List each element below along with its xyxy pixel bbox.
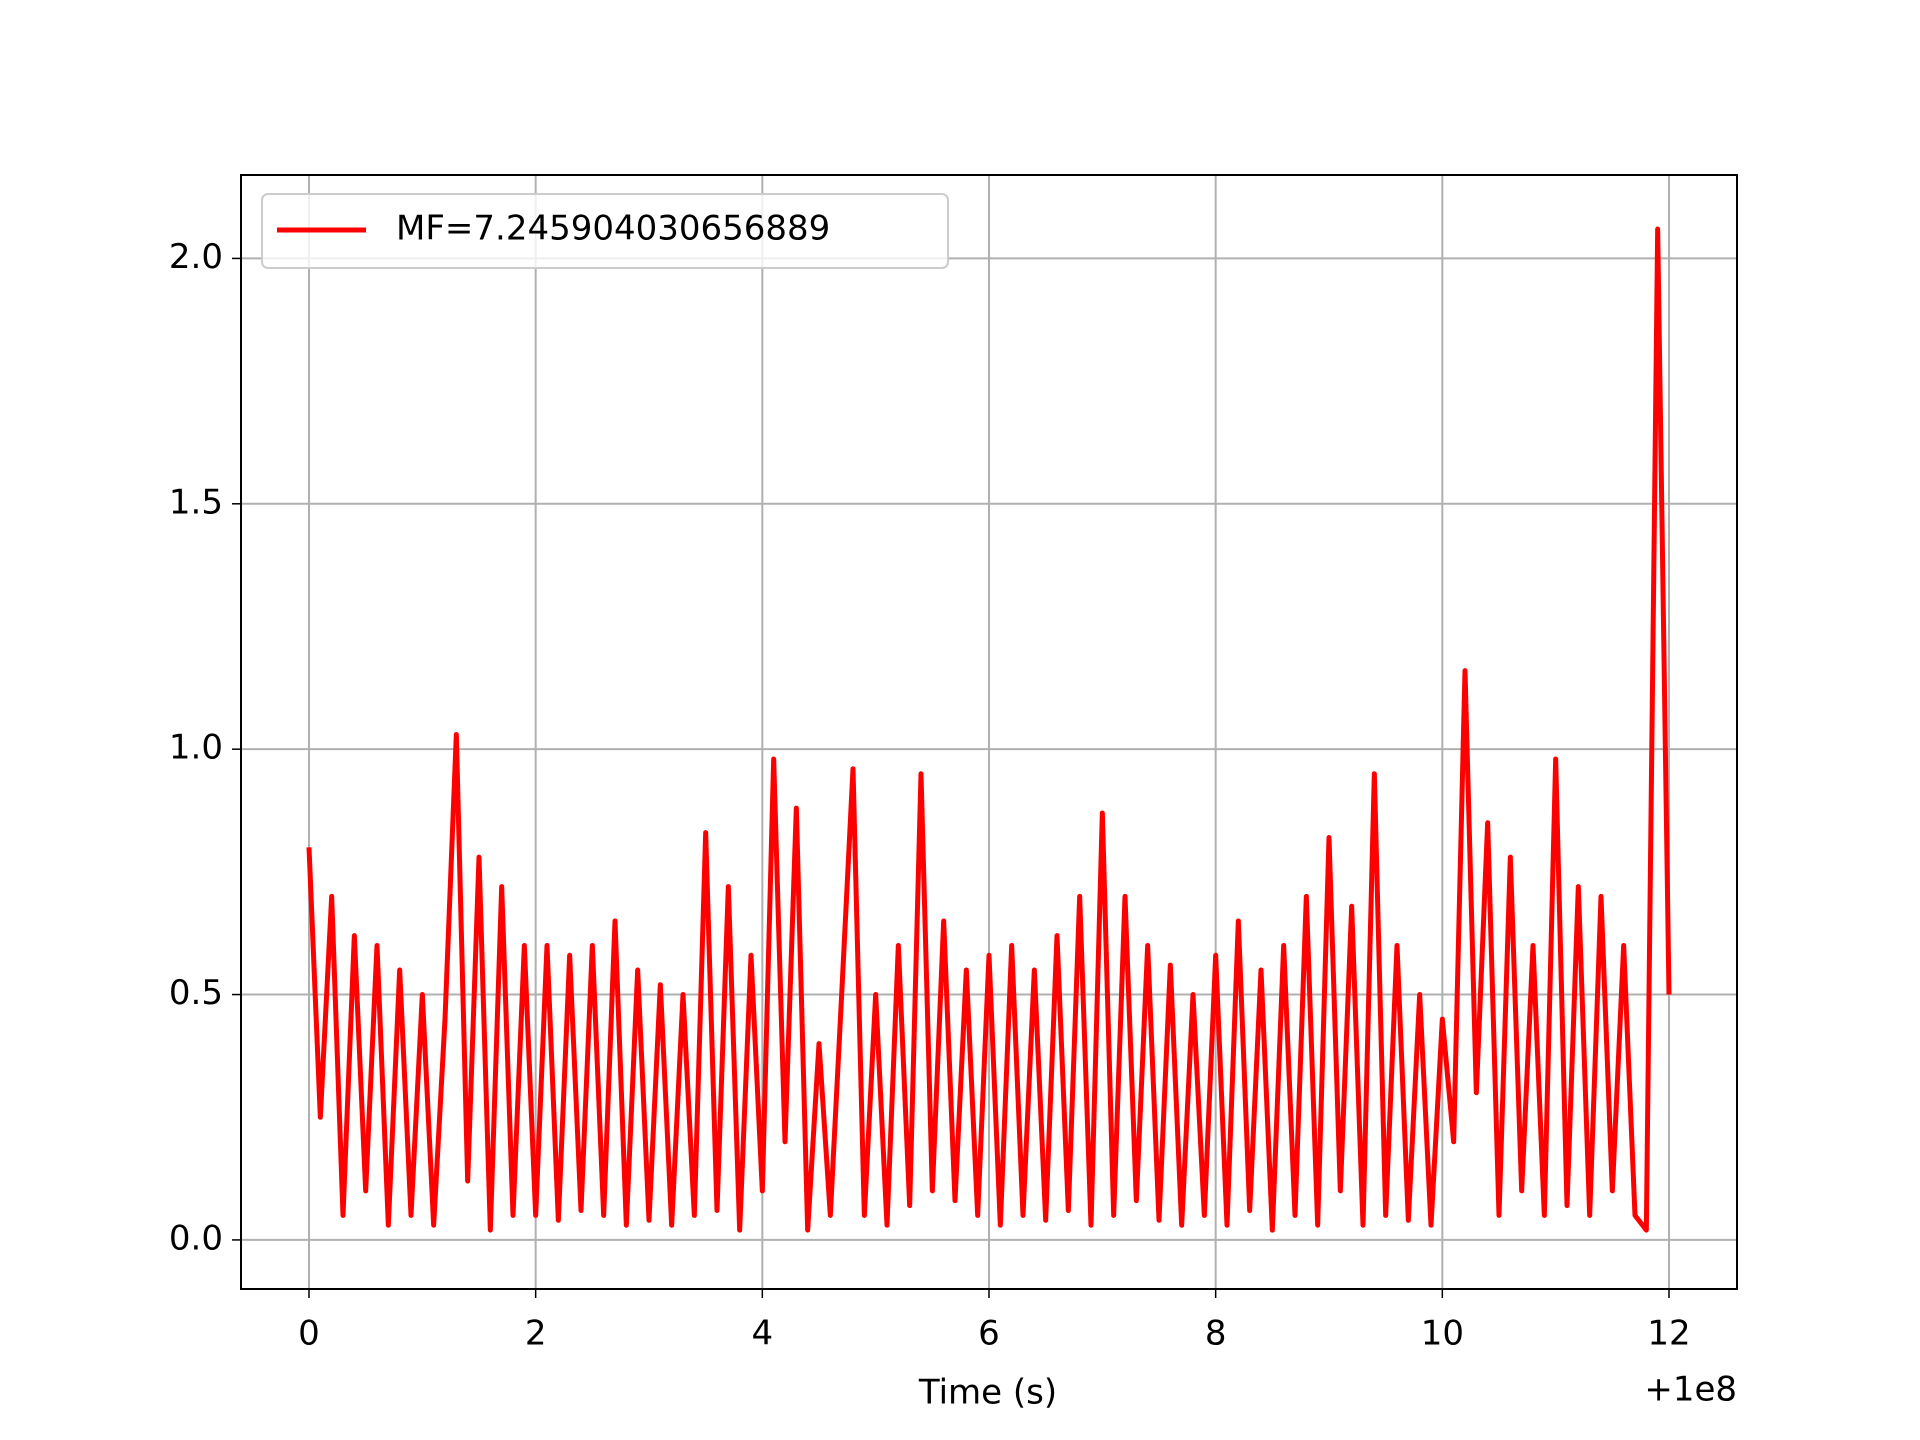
y-tick-label: 0.0 [169, 1218, 223, 1258]
x-tick-label: 6 [978, 1314, 1000, 1354]
y-tick-label: 2.0 [169, 237, 223, 277]
x-tick-label: 10 [1421, 1314, 1464, 1354]
x-tick-label: 0 [298, 1314, 320, 1354]
x-tick-label: 12 [1647, 1314, 1690, 1354]
x-offset-label: +1e8 [1644, 1370, 1737, 1410]
data-line [306, 226, 1672, 1233]
y-tick-label: 1.0 [169, 728, 223, 768]
y-tick-label: 0.5 [169, 973, 223, 1013]
legend-label: MF=7.245904030656889 [396, 209, 830, 249]
legend-box [261, 193, 949, 269]
x-tick-label: 2 [525, 1314, 547, 1354]
x-tick-label: 4 [752, 1314, 774, 1354]
axes-frame [240, 174, 1738, 1290]
x-tick-label: 8 [1205, 1314, 1227, 1354]
y-tick-label: 1.5 [169, 482, 223, 522]
x-axis-label: Time (s) [918, 1373, 1057, 1413]
